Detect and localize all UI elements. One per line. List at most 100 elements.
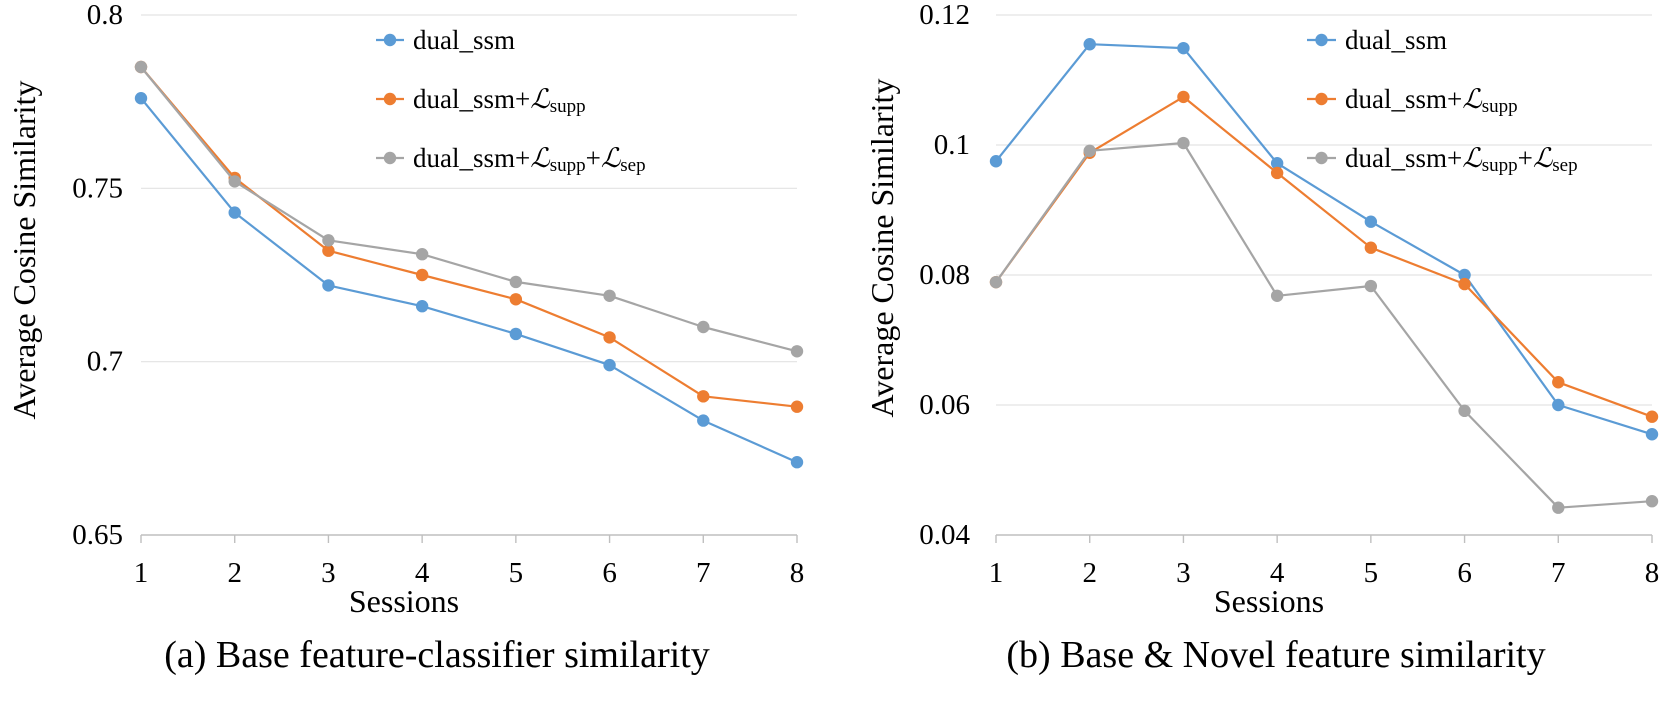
y-tick-label: 0.12 xyxy=(919,0,970,31)
legend-marker xyxy=(383,151,397,165)
series-2-line xyxy=(995,95,1653,418)
x-tick-label: 4 xyxy=(415,557,430,589)
series-3-point xyxy=(989,275,1003,289)
series-1 xyxy=(134,92,804,469)
legend-label-part: ℒ xyxy=(1462,84,1482,115)
y-axis-title: Average Cosine Similarity xyxy=(6,81,42,420)
legend-marker xyxy=(383,92,397,106)
series-3-point xyxy=(134,60,148,74)
y-tick-label: 0.08 xyxy=(919,259,970,291)
legend-label-part: dual_ssm+ xyxy=(1345,143,1462,173)
series-2-point xyxy=(697,390,710,403)
series-3-point xyxy=(509,275,523,289)
legend-subscript: sep xyxy=(620,155,645,176)
series-1-point xyxy=(790,456,804,469)
legend-label: dual_ssm xyxy=(1345,25,1447,55)
series-1-point xyxy=(1364,215,1378,228)
legend-item: dual_ssm xyxy=(1307,25,1447,55)
legend-item: dual_ssm+ℒsupp xyxy=(376,84,586,117)
series-3-point xyxy=(1645,495,1659,508)
legend-subscript: supp xyxy=(550,96,586,117)
series-1-point xyxy=(989,155,1003,168)
series-3-point xyxy=(790,345,804,358)
legend-label-part: + xyxy=(1518,143,1533,173)
series-2-point xyxy=(603,331,616,344)
series-1-point xyxy=(322,279,335,292)
series-1-line xyxy=(140,97,798,464)
legend-label-part: dual_ssm xyxy=(1345,25,1447,55)
y-axis-title: Average Cosine Similarity xyxy=(864,79,900,418)
series-2-line xyxy=(140,66,798,408)
y-tick-label: 0.8 xyxy=(87,0,123,31)
legend-marker xyxy=(383,33,397,47)
series-3-point xyxy=(1552,501,1565,514)
legend-subscript: supp xyxy=(1482,96,1518,117)
series-3-point xyxy=(1177,136,1190,150)
x-tick-label: 2 xyxy=(227,557,242,589)
x-tick-label: 7 xyxy=(696,557,711,589)
legend-subscript: sep xyxy=(1552,155,1577,176)
series-1-point xyxy=(1458,268,1471,282)
legend-marker xyxy=(1315,151,1328,165)
x-tick-label: 5 xyxy=(1364,557,1379,589)
series-1-point xyxy=(1270,157,1284,170)
x-tick-label: 3 xyxy=(321,557,336,589)
legend-marker xyxy=(1315,92,1328,106)
legend-item: dual_ssm+ℒsupp+ℒsep xyxy=(376,143,646,176)
legend-label: dual_ssm+ℒsupp xyxy=(413,84,586,117)
y-tick-label: 0.75 xyxy=(72,172,123,204)
series-2 xyxy=(989,90,1659,423)
x-tick-label: 8 xyxy=(790,557,805,589)
x-axis-title: Sessions xyxy=(1214,583,1324,619)
y-tick-label: 0.65 xyxy=(72,519,123,551)
legend: dual_ssmdual_ssm+ℒsuppdual_ssm+ℒsupp+ℒse… xyxy=(1307,25,1578,176)
legend-item: dual_ssm+ℒsupp xyxy=(1307,84,1518,117)
legend-marker xyxy=(1315,33,1328,47)
series-1-point xyxy=(509,327,523,341)
series-3-point xyxy=(415,248,429,261)
x-tick-label: 1 xyxy=(989,557,1004,589)
series-2-point xyxy=(1364,241,1378,254)
legend-label-part: ℒ xyxy=(601,143,621,174)
series-1-point xyxy=(697,414,710,427)
series-2-point xyxy=(1645,410,1659,423)
legend-subscript: supp xyxy=(1482,155,1518,176)
legend-subscript: supp xyxy=(550,155,586,176)
legend-label-part: dual_ssm xyxy=(413,25,515,55)
x-tick-label: 3 xyxy=(1176,557,1191,589)
series-3 xyxy=(134,60,804,358)
x-tick-label: 6 xyxy=(602,557,617,589)
series-1-point xyxy=(1083,38,1096,51)
chart-panel-1: 0.65 0.7 0.75 0.8 1 2 3 4 5 6 7 8 Sessions Average Co… xyxy=(6,0,804,676)
series-3-point xyxy=(1364,279,1378,293)
series-1-point xyxy=(228,206,241,219)
x-tick-label: 4 xyxy=(1270,557,1285,589)
chart-panel-2: 0.04 0.06 0.08 0.1 0.12 1 2 3 4 5 6 7 8 Sessions Avera… xyxy=(864,0,1659,676)
legend-label-part: dual_ssm+ xyxy=(413,84,530,114)
legend-label-part: ℒ xyxy=(1462,143,1482,174)
series-1-point xyxy=(1645,428,1659,441)
series-1-line xyxy=(995,43,1653,436)
x-tick-label: 2 xyxy=(1082,557,1097,589)
series-2-point xyxy=(509,293,523,306)
x-axis-title: Sessions xyxy=(349,583,459,619)
legend-label-part: ℒ xyxy=(530,84,550,115)
series-3-point xyxy=(697,320,710,334)
series-2-point xyxy=(1552,376,1565,389)
x-tick-label: 1 xyxy=(134,557,149,589)
legend-item: dual_ssm+ℒsupp+ℒsep xyxy=(1307,143,1578,176)
series-3-point xyxy=(1083,144,1096,158)
legend-item: dual_ssm xyxy=(376,25,515,55)
series-3-line xyxy=(140,66,798,353)
y-tick-label: 0.1 xyxy=(934,129,970,161)
series-1-point xyxy=(1177,41,1190,55)
x-tick-label: 5 xyxy=(509,557,524,589)
series-2-point xyxy=(415,268,429,282)
series-3-point xyxy=(322,234,335,247)
series-1-point xyxy=(415,300,429,313)
legend-label-part: dual_ssm+ xyxy=(1345,84,1462,114)
legend-label: dual_ssm+ℒsupp+ℒsep xyxy=(413,143,646,176)
x-tick-label: 8 xyxy=(1645,557,1660,589)
series-2-point xyxy=(1270,166,1284,180)
